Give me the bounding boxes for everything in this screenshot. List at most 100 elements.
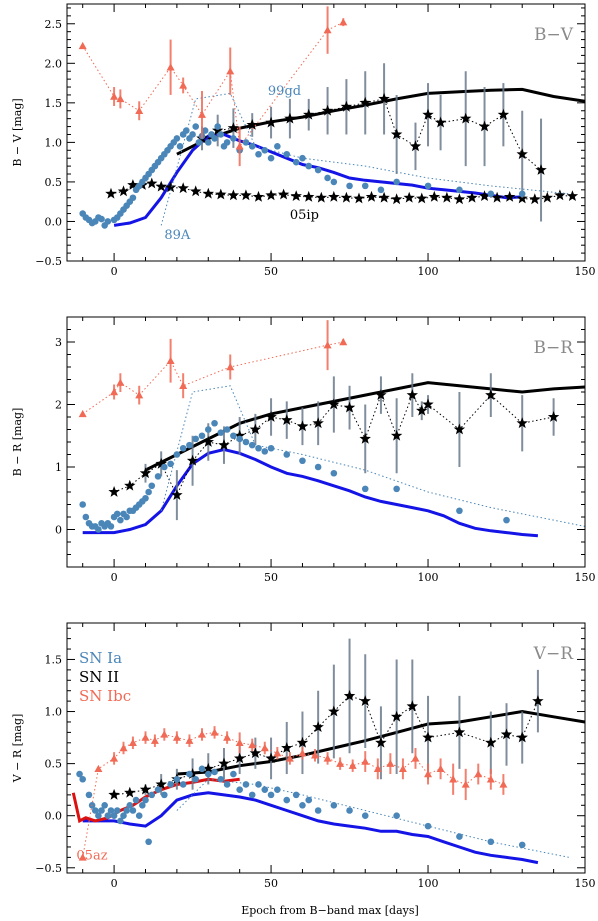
data-point-ii (246, 119, 258, 130)
data-point-ii (365, 190, 378, 202)
y-tick-label: 0.5 (45, 176, 63, 189)
data-point-ibc (110, 754, 119, 762)
data-point-ia (424, 182, 432, 190)
data-point-ia (217, 131, 225, 138)
data-point-ii (485, 736, 497, 748)
annotation-label: 05az (76, 848, 107, 863)
panel-data-layer (78, 320, 585, 538)
data-point-ii (328, 190, 340, 202)
x-tick-label: 0 (111, 265, 118, 278)
data-point-ii (422, 108, 434, 120)
data-point-ia (242, 781, 250, 788)
data-point-ii (466, 191, 478, 203)
data-point-ia (211, 135, 218, 142)
data-point-ii (503, 190, 516, 202)
data-point-ii (416, 404, 428, 416)
x-tick-label: 150 (575, 877, 596, 890)
data-point-ii (202, 187, 214, 199)
panel-3: 0 50 100 150 −0.5 0.0 0.5 1.0 1.5 V − R [mag] V−R 0… (11, 622, 596, 890)
data-point-ii (497, 108, 510, 120)
data-point-ii (186, 454, 199, 466)
data-point-ii (359, 96, 371, 108)
data-point-ia (198, 765, 206, 773)
data-point-ii (105, 187, 117, 199)
series-line-0 (176, 87, 585, 156)
data-point-ii (315, 191, 327, 203)
data-point-ia (113, 510, 121, 518)
data-point-ia (161, 791, 168, 799)
data-point-ia (154, 473, 162, 480)
data-point-ia (255, 444, 262, 452)
data-point-ibc (323, 341, 332, 349)
data-point-ii (359, 432, 371, 444)
x-tick-label: 50 (264, 265, 278, 278)
panel-frame (66, 316, 586, 568)
panel-title: V−R (533, 644, 575, 664)
annotation-label: 89A (164, 228, 191, 243)
data-point-ibc (78, 41, 87, 50)
data-point-ibc (298, 749, 307, 757)
data-point-ii (460, 112, 472, 124)
data-point-ia (283, 796, 291, 804)
panel-title: B−V (534, 25, 574, 45)
data-point-ia (76, 770, 83, 778)
data-point-ibc (336, 759, 345, 767)
data-point-ia (361, 812, 369, 820)
data-point-ii (406, 700, 418, 712)
annotation-label: 05ip (290, 208, 319, 223)
data-point-ia (98, 807, 105, 814)
legend-entry: SN Ia (79, 649, 122, 667)
data-point-ia (261, 448, 269, 455)
data-point-ibc (474, 770, 483, 778)
data-point-ii (303, 190, 315, 202)
data-point-ibc (361, 757, 370, 765)
data-point-ia (299, 457, 306, 465)
data-point-ii (312, 417, 324, 429)
panel-1: 0 50 100 150 −0.5 0.0 0.5 1.0 1.5 2.0 2.5 B − V [ma… (11, 3, 596, 278)
data-point-ia (456, 833, 463, 840)
data-point-ibc (78, 853, 87, 861)
y-tick-label: 3 (55, 336, 62, 349)
data-point-ii (328, 398, 340, 410)
data-point-ia (142, 796, 149, 804)
data-point-ia (305, 162, 313, 170)
data-point-ii (312, 721, 324, 732)
data-point-ia (161, 463, 168, 471)
data-point-ii (406, 389, 418, 400)
data-point-ii (265, 189, 277, 201)
series-line-2 (71, 777, 240, 824)
panel-data-layer (71, 638, 585, 865)
data-point-ia (217, 429, 225, 436)
data-point-ii (422, 731, 434, 743)
data-point-ia (107, 807, 115, 814)
data-point-ii (343, 401, 356, 413)
series-connector-2 (113, 393, 554, 497)
data-point-ii (535, 164, 547, 175)
data-point-ibc (248, 740, 257, 749)
data-point-ia (248, 791, 256, 799)
y-tick-label: −0.5 (35, 255, 62, 268)
data-point-ia (314, 166, 322, 174)
data-point-ii (284, 112, 296, 124)
series-connector-3 (201, 98, 542, 171)
data-point-ia (242, 438, 250, 446)
data-point-ia (393, 178, 400, 186)
data-point-ii (139, 467, 152, 479)
data-point-ia (314, 807, 322, 814)
y-tick-label: 2.0 (45, 57, 63, 70)
data-point-ii (547, 411, 560, 422)
data-point-ia (107, 523, 115, 530)
data-point-ibc (348, 761, 357, 769)
data-point-ii (375, 736, 387, 748)
data-point-ia (91, 807, 99, 814)
data-point-ia (104, 812, 112, 820)
series-line-5 (160, 92, 570, 226)
data-point-ibc (235, 738, 244, 746)
data-point-ibc (94, 764, 103, 773)
data-point-ia (145, 838, 152, 846)
data-point-ii (343, 689, 356, 701)
data-point-ia (182, 127, 190, 134)
data-point-ii (378, 92, 390, 104)
data-point-ia (95, 812, 102, 820)
data-point-ia (314, 463, 322, 471)
